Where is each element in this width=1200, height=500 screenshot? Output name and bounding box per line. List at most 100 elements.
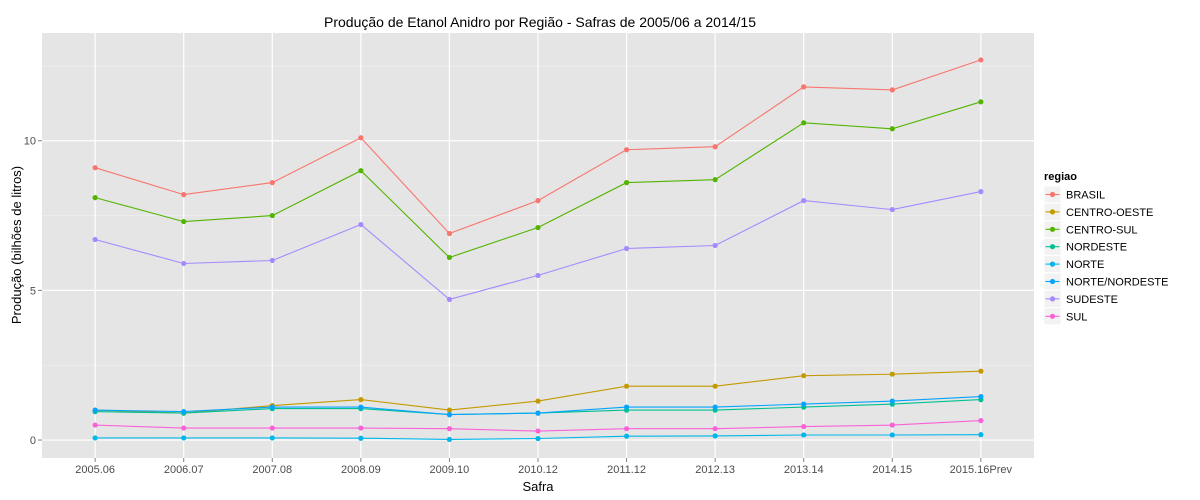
data-point-brasil — [978, 57, 984, 63]
data-point-norte-nordeste — [623, 404, 630, 410]
legend-label: CENTRO-SUL — [1066, 224, 1138, 236]
data-point-centro-oeste — [978, 368, 984, 374]
x-tick-label: 2005.06 — [75, 464, 115, 476]
legend-key-point — [1049, 296, 1056, 302]
legend-key-point — [1049, 313, 1056, 319]
series-layer — [92, 57, 984, 443]
data-point-sudeste — [801, 198, 807, 204]
data-point-brasil — [712, 144, 718, 150]
data-point-norte — [712, 433, 718, 439]
x-tick-label: 2013.14 — [784, 464, 824, 476]
data-point-centro-sul — [535, 224, 541, 231]
legend-key-point — [1049, 244, 1056, 250]
x-tick-label: 2006.07 — [164, 464, 204, 476]
data-point-centro-oeste — [801, 373, 807, 379]
x-tick-label: 2015.16Prev — [950, 464, 1013, 476]
legend-title: regiao — [1044, 171, 1077, 183]
data-point-brasil — [889, 87, 895, 93]
y-tick-label: 5 — [30, 285, 36, 297]
legend-label: CENTRO-OESTE — [1066, 207, 1153, 219]
series-sudeste — [92, 189, 984, 302]
data-point-sudeste — [712, 242, 718, 249]
data-point-centro-oeste — [358, 397, 364, 403]
data-point-norte — [446, 436, 453, 443]
data-point-brasil — [181, 192, 187, 198]
data-point-norte-nordeste — [978, 394, 984, 400]
data-point-centro-sul — [801, 120, 807, 126]
legend-item-centro-oeste: CENTRO-OESTE — [1043, 202, 1153, 221]
legend-label: NORTE — [1066, 259, 1104, 271]
data-point-centro-sul — [712, 177, 718, 183]
data-point-sul — [801, 423, 807, 430]
data-point-norte — [535, 435, 541, 442]
data-point-sudeste — [889, 206, 895, 213]
data-point-sul — [446, 426, 453, 432]
data-point-sul — [358, 425, 364, 431]
data-point-centro-sul — [889, 126, 895, 132]
x-tick-label: 2014.15 — [872, 464, 912, 476]
data-point-sul — [978, 417, 984, 424]
data-point-centro-oeste — [623, 383, 630, 389]
y-axis-title: Produção (bilhões de litros) — [9, 166, 24, 324]
data-point-centro-sul — [358, 168, 364, 174]
data-point-norte-nordeste — [712, 404, 718, 410]
data-point-norte — [92, 435, 98, 441]
y-tick-label: 0 — [30, 435, 36, 447]
series-centro-sul — [92, 99, 984, 261]
data-point-centro-sul — [978, 99, 984, 105]
data-point-centro-sul — [181, 218, 187, 225]
legend-item-sudeste: SUDESTE — [1043, 289, 1118, 308]
data-point-norte — [269, 435, 275, 441]
series-brasil — [92, 57, 984, 237]
chart-title: Produção de Etanol Anidro por Região - S… — [324, 14, 756, 30]
legend-item-nordeste: NORDESTE — [1043, 237, 1127, 256]
legend-key-point — [1049, 278, 1056, 285]
legend-item-norte: NORTE — [1043, 255, 1104, 274]
data-point-sudeste — [269, 257, 275, 264]
data-point-sul — [269, 425, 275, 431]
x-tick-label: 2008.09 — [341, 464, 381, 476]
legend-key-point — [1049, 191, 1056, 198]
data-point-norte-nordeste — [535, 410, 541, 416]
data-point-norte — [978, 432, 984, 438]
x-axis-title: Safra — [522, 479, 554, 494]
data-point-brasil — [623, 147, 630, 153]
x-tick-label: 2009.10 — [430, 464, 470, 476]
legend-label: NORTE/NORDESTE — [1066, 277, 1168, 289]
data-point-sudeste — [181, 260, 187, 267]
series-norte-nordeste — [92, 394, 984, 418]
x-axis: 2005.06 2006.07 2007.08 2008.09 2009.10 2010.… — [75, 458, 1013, 476]
data-point-norte-nordeste — [269, 404, 275, 410]
data-point-norte-nordeste — [889, 398, 895, 404]
data-point-brasil — [801, 84, 807, 90]
legend-item-norte-nordeste: NORTE/NORDESTE — [1043, 272, 1168, 291]
x-tick-label: 2007.08 — [252, 464, 292, 476]
data-point-centro-oeste — [446, 407, 453, 413]
data-point-centro-sul — [623, 180, 630, 186]
data-point-brasil — [358, 135, 364, 141]
data-point-centro-oeste — [712, 383, 718, 389]
data-point-centro-sul — [92, 195, 98, 201]
data-point-norte-nordeste — [801, 401, 807, 407]
data-point-brasil — [446, 230, 453, 237]
legend-label: NORDESTE — [1066, 242, 1127, 254]
y-tick-label: 10 — [24, 136, 36, 148]
data-point-sul — [92, 422, 98, 428]
data-point-centro-sul — [446, 254, 453, 261]
data-point-sul — [535, 428, 541, 434]
data-point-norte-nordeste — [92, 407, 98, 413]
x-tick-label: 2010.12 — [518, 464, 558, 476]
x-tick-label: 2011.12 — [607, 464, 646, 476]
legend-key-point — [1049, 209, 1056, 215]
data-point-sudeste — [92, 236, 98, 243]
data-point-sul — [889, 422, 895, 428]
legend-label: SUDESTE — [1066, 294, 1118, 306]
legend-item-sul: SUL — [1043, 307, 1087, 326]
legend-items: BRASIL CENTRO-OESTE CENTRO-SUL NORDESTE NORT… — [1043, 185, 1168, 326]
data-point-sudeste — [535, 272, 541, 279]
series-sul — [92, 417, 984, 434]
data-point-norte — [889, 432, 895, 438]
data-point-norte-nordeste — [446, 412, 453, 418]
legend-item-brasil: BRASIL — [1043, 185, 1105, 204]
